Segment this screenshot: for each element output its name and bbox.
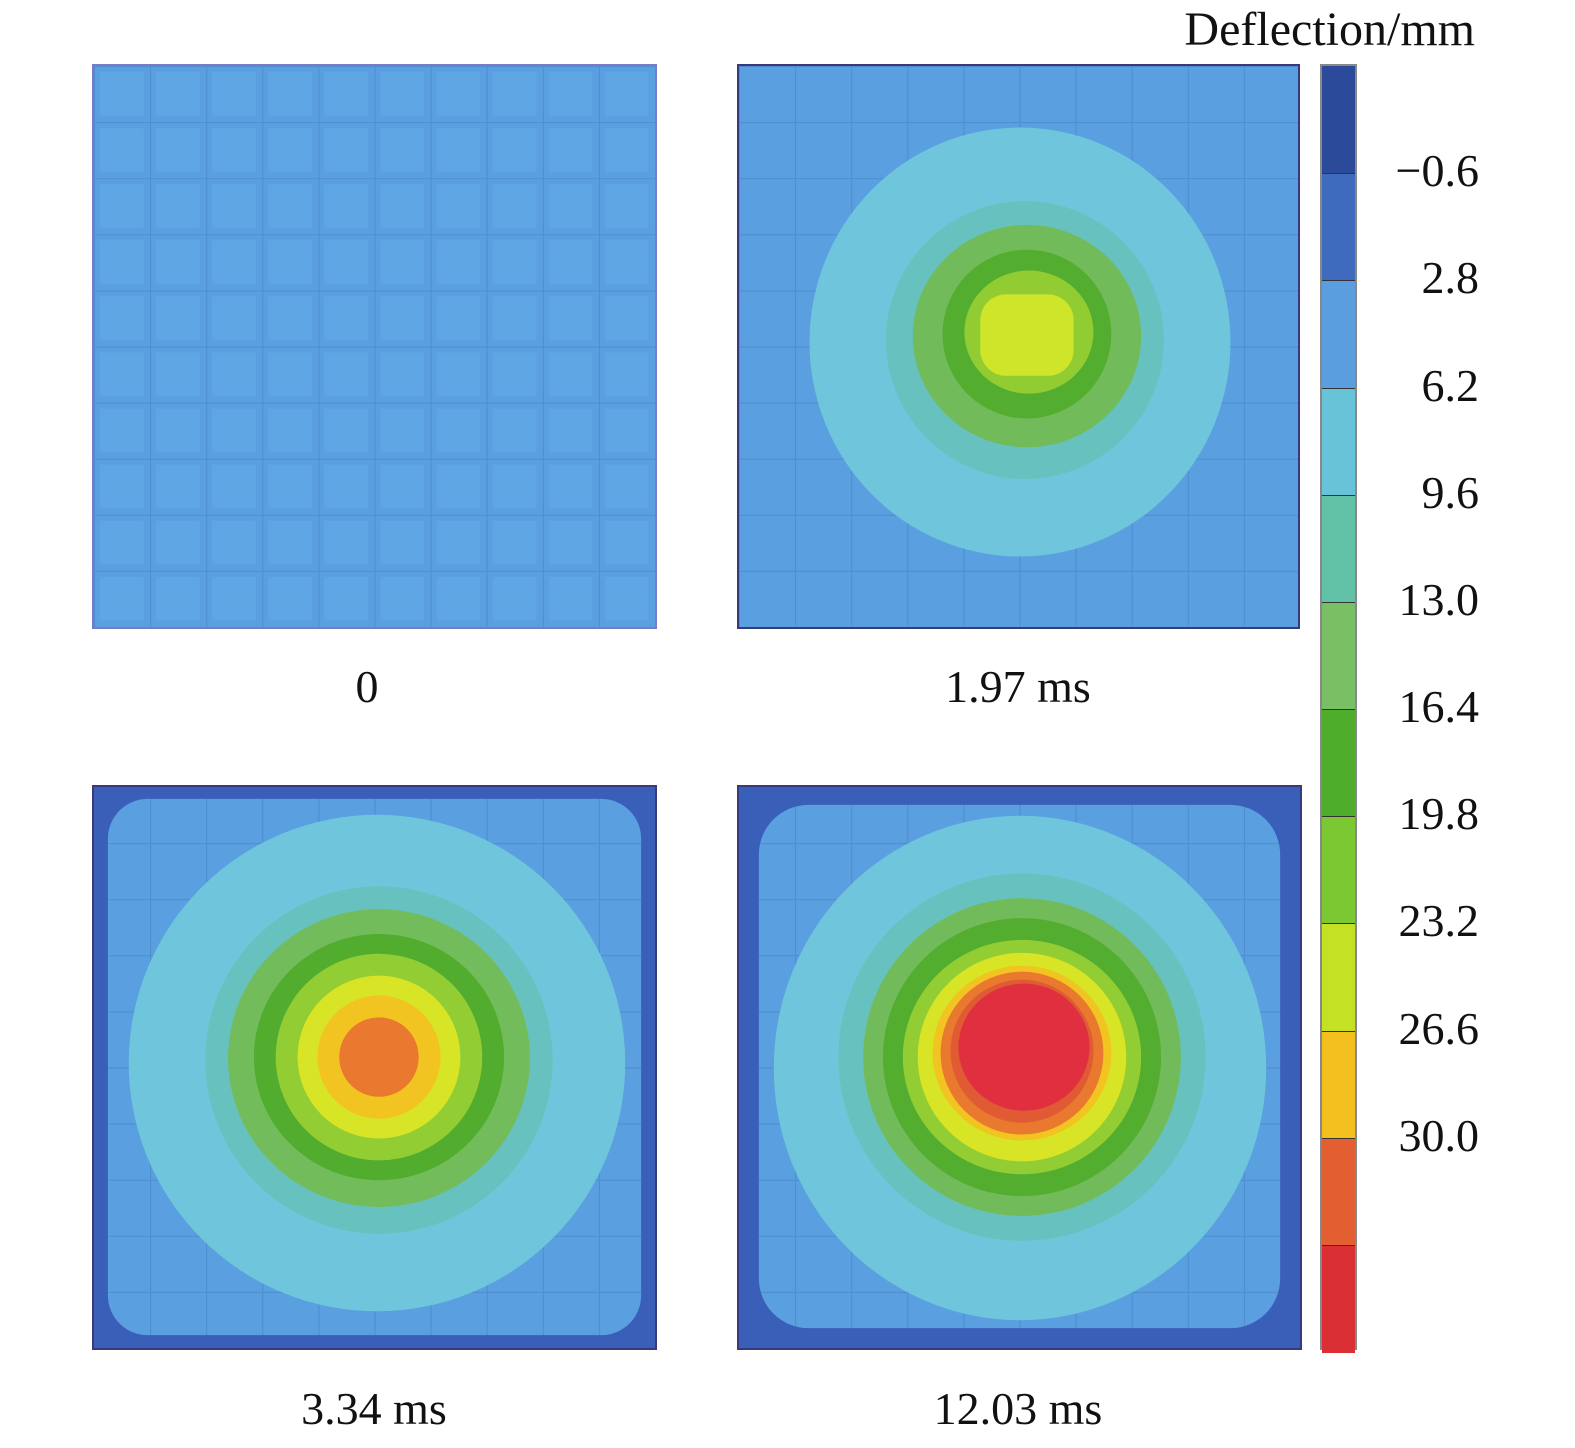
colorbar-segment [1322,280,1355,389]
colorbar-tick-label: 23.2 [1398,895,1480,947]
colorbar-segment [1322,66,1355,174]
colorbar-segment [1322,709,1355,818]
colorbar-tick-label: 26.6 [1398,1002,1480,1054]
panel-caption-t0: 0 [355,661,379,712]
deflection-panel-t1 [737,64,1300,629]
colorbar-tick-label: 6.2 [1421,359,1480,411]
legend-title: Deflection/mm [1184,3,1475,56]
colorbar-tick-label: 9.6 [1421,466,1480,518]
colorbar-tick-label: 16.4 [1398,681,1480,732]
colorbar-segment [1322,387,1355,497]
deflection-panel-t0 [92,64,657,629]
colorbar-segment [1322,173,1355,282]
colorbar-segment [1322,494,1355,604]
colorbar-segment [1322,1244,1355,1354]
colorbar-tick-label: 19.8 [1398,788,1480,840]
panel-caption-t2: 3.34 ms [301,1383,447,1434]
colorbar-segment [1322,601,1355,711]
colorbar [1320,64,1357,1354]
colorbar-tick-label: 2.8 [1421,252,1480,304]
colorbar-tick-label: 13.0 [1398,573,1480,625]
deflection-panel-t2 [92,785,657,1350]
colorbar-tick-label: 30.0 [1398,1109,1480,1161]
colorbar-segment [1322,1137,1355,1247]
colorbar-segment [1322,1030,1355,1140]
colorbar-tick-label: −0.6 [1395,145,1479,197]
colorbar-segment [1322,816,1355,925]
colorbar-segment [1322,923,1355,1032]
panel-caption-t1: 1.97 ms [945,661,1091,712]
deflection-panel-t3 [737,785,1302,1350]
panel-caption-t3: 12.03 ms [933,1383,1103,1434]
